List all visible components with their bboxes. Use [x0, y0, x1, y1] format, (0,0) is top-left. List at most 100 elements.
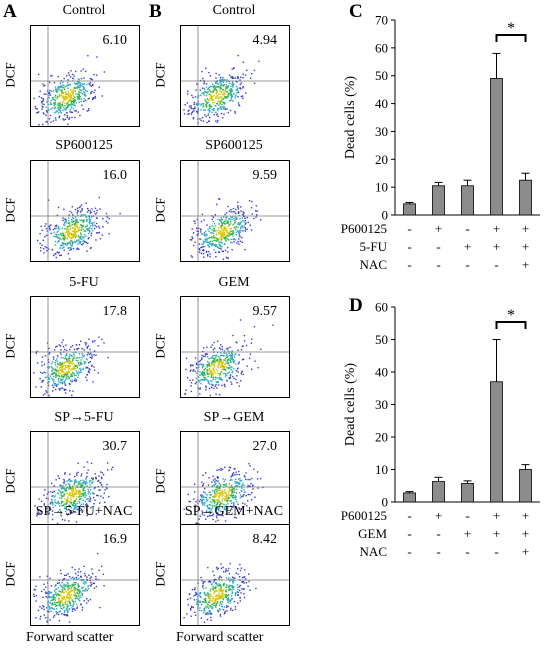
scatter-event: [201, 354, 203, 357]
scatter-event: [219, 76, 222, 79]
scatter-event: [78, 240, 80, 242]
scatter-event: [85, 582, 87, 584]
scatter-event: [223, 492, 226, 494]
scatter-event: [237, 208, 240, 210]
scatter-event: [256, 478, 259, 480]
scatter-event: [232, 577, 234, 579]
scatter-event: [251, 477, 253, 480]
scatter-event: [232, 358, 234, 360]
scatter-event: [233, 226, 235, 229]
treatment-sign: -: [407, 508, 411, 523]
scatter-event: [79, 361, 81, 363]
scatter-event: [66, 105, 68, 107]
scatter-event: [210, 346, 212, 348]
scatter-event: [225, 589, 227, 591]
treatment-sign: +: [493, 508, 500, 523]
scatter-event: [86, 219, 89, 221]
scatter-event: [57, 510, 59, 513]
scatter-event: [84, 590, 86, 592]
scatter-event: [228, 235, 230, 237]
scatter-event: [62, 243, 64, 245]
panel-letter-b: B: [149, 1, 162, 22]
scatter-event: [41, 361, 43, 363]
scatter-event: [211, 344, 214, 346]
scatter-event: [219, 502, 222, 504]
scatter-event: [60, 502, 63, 504]
scatter-event: [63, 372, 66, 374]
scatter-event: [241, 371, 243, 373]
scatter-event: [196, 600, 198, 602]
scatter-event: [208, 593, 210, 596]
scatter-event: [78, 353, 80, 355]
scatter-event: [205, 115, 207, 118]
scatter-event: [216, 366, 219, 368]
scatter-event: [226, 595, 228, 597]
scatter-event: [220, 358, 222, 361]
scatter-event: [242, 580, 245, 583]
scatter-event: [50, 101, 52, 104]
scatter-event: [81, 356, 83, 359]
scatter-event: [78, 500, 80, 503]
scatter-event: [221, 491, 223, 494]
scatter-event: [195, 592, 198, 595]
scatter-event: [90, 92, 92, 95]
scatter-event: [80, 232, 82, 234]
scatter-event: [194, 241, 196, 243]
scatter-event: [94, 97, 96, 99]
scatter-event: [208, 242, 211, 244]
scatter-event: [201, 579, 203, 582]
scatter-event: [208, 491, 211, 493]
scatter-event: [62, 382, 64, 385]
scatter-event: [205, 510, 208, 512]
scatter-event: [232, 506, 234, 508]
scatter-event: [89, 81, 92, 84]
scatter-event: [53, 382, 55, 385]
scatter-event: [75, 481, 78, 483]
scatter-event: [204, 496, 206, 498]
scatter-event: [97, 495, 99, 497]
scatter-event: [212, 220, 215, 223]
scatter-event: [249, 224, 251, 226]
scatter-event: [66, 116, 69, 119]
scatter-event: [104, 501, 106, 503]
scatter-event: [219, 358, 221, 360]
scatter-event: [230, 96, 233, 99]
scatter-event: [190, 385, 192, 387]
flow-percent: 6.10: [102, 33, 128, 48]
scatter-event: [207, 595, 210, 597]
scatter-event: [212, 587, 214, 590]
scatter-event: [230, 227, 232, 230]
scatter-event: [57, 500, 59, 503]
scatter-event: [76, 606, 78, 608]
scatter-event: [207, 109, 209, 111]
scatter-event: [219, 348, 222, 350]
scatter-event: [214, 482, 217, 485]
scatter-event: [207, 508, 209, 510]
scatter-event: [209, 255, 211, 258]
scatter-event: [225, 499, 228, 502]
scatter-event: [99, 489, 101, 491]
scatter-event: [83, 220, 85, 222]
scatter-event: [70, 497, 72, 499]
scatter-event: [220, 225, 223, 228]
scatter-event: [230, 222, 232, 224]
scatter-event: [244, 248, 246, 251]
scatter-event: [189, 597, 192, 599]
scatter-event: [234, 97, 236, 99]
scatter-event: [71, 394, 73, 397]
treatment-sign: +: [464, 526, 471, 541]
scatter-event: [72, 510, 75, 512]
scatter-event: [69, 247, 71, 249]
scatter-event: [61, 90, 63, 92]
scatter-event: [234, 606, 237, 608]
y-tick-label: 0: [382, 495, 389, 510]
scatter-event: [61, 104, 63, 106]
scatter-event: [73, 82, 76, 84]
scatter-event: [88, 491, 91, 493]
scatter-event: [68, 492, 71, 494]
scatter-event: [214, 385, 217, 388]
scatter-event: [78, 242, 80, 244]
scatter-event: [74, 236, 77, 239]
scatter-event: [78, 101, 80, 103]
scatter-event: [218, 494, 221, 497]
